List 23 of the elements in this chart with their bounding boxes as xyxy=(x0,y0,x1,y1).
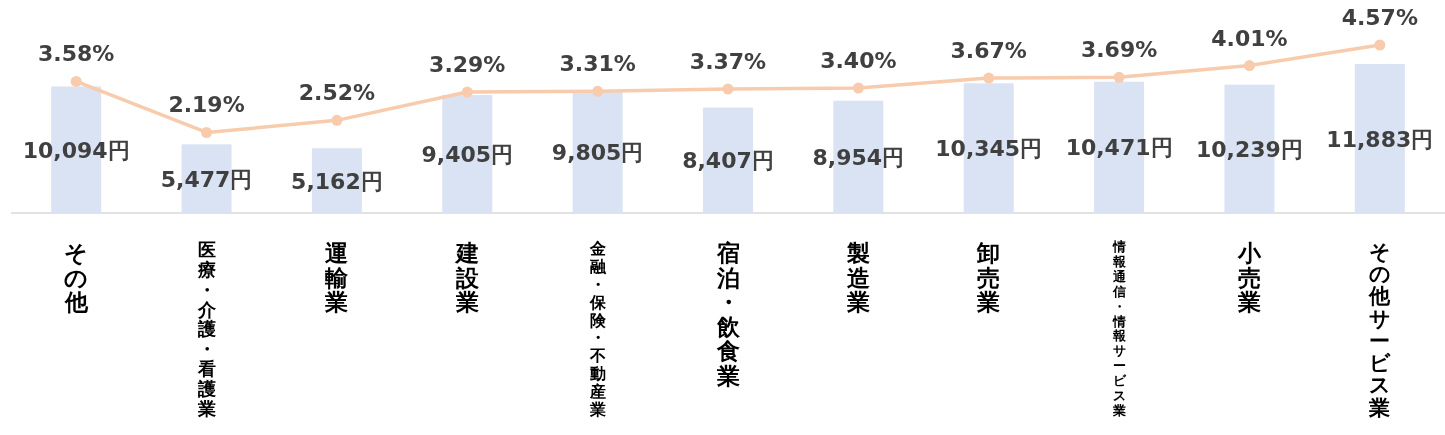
data-label: 10,239円 xyxy=(1196,136,1303,162)
x-tick-label: 宿泊・飲食業 xyxy=(716,240,740,389)
data-label: 10,471円 xyxy=(1065,135,1173,161)
data-label: 4.57% xyxy=(1341,5,1418,30)
data-label: 10,345円 xyxy=(935,136,1043,162)
x-tick-label: 小売業 xyxy=(1237,240,1261,315)
data-label: 11,883円 xyxy=(1326,126,1434,152)
data-label: 8,954円 xyxy=(812,144,905,170)
x-tick-label: その他 xyxy=(64,240,89,315)
x-tick-label: その他サービス業 xyxy=(1368,239,1391,420)
x-tick-label: 運輸業 xyxy=(325,240,349,315)
data-label: 5,477円 xyxy=(160,166,253,192)
x-tick-label: 卸売業 xyxy=(977,240,1001,315)
x-tick-label: 金融・保険・不動産業 xyxy=(589,239,606,419)
x-tick-label: 医療・介護・看護業 xyxy=(197,239,216,419)
x-tick-label: 情報通信・情報サービス業 xyxy=(1112,239,1126,418)
x-tick-label: 建設業 xyxy=(455,240,479,315)
x-tick-label: 製造業 xyxy=(846,240,870,315)
data-label: 5,162円 xyxy=(291,168,383,194)
data-label: 9,405円 xyxy=(421,142,514,168)
data-label: 10,094円 xyxy=(22,137,130,163)
data-label: 8,407円 xyxy=(682,148,774,174)
data-label: 9,805円 xyxy=(551,139,644,165)
